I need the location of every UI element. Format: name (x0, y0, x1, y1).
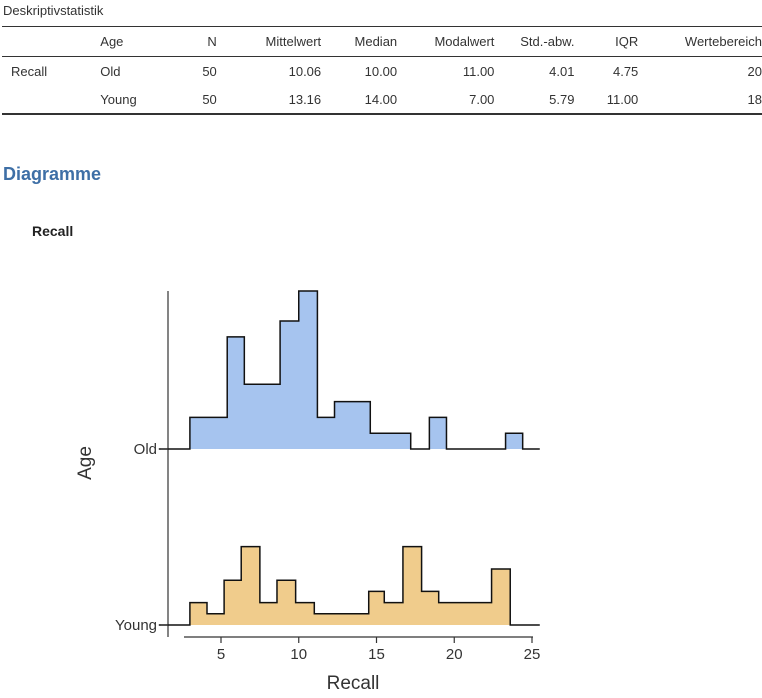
cell-age: Young (100, 91, 137, 107)
cell-iqr: 11.00 (606, 91, 639, 107)
x-axis-title: Recall (327, 673, 380, 694)
cell-median: 10.00 (364, 63, 398, 79)
cell-iqr: 4.75 (612, 63, 639, 79)
y-tick-label-old: Old (134, 441, 157, 458)
table-row: Young 50 13.16 14.00 7.00 5.79 11.00 18 (2, 85, 762, 114)
descriptives-table: Age N Mittelwert Median Modalwert Std.-a… (2, 26, 762, 115)
y-tick-label-young: Young (115, 617, 157, 634)
cell-wertebereich: 20 (747, 63, 762, 79)
header-iqr: IQR (615, 34, 639, 49)
series-young-outline (158, 545, 540, 626)
y-axis-title: Age (75, 446, 96, 480)
x-tick-label: 15 (368, 646, 385, 663)
cell-n: 50 (202, 91, 217, 107)
header-age: Age (100, 34, 124, 49)
table-title: Deskriptivstatistik (3, 3, 104, 18)
x-tick-label: 10 (290, 646, 307, 663)
x-tick-label: 20 (446, 646, 463, 663)
table-row: Recall Old 50 10.06 10.00 11.00 4.01 4.7… (2, 57, 762, 86)
cell-mittelwert: 13.16 (288, 91, 322, 107)
section-heading: Diagramme (3, 164, 102, 184)
cell-std-abw: 5.79 (549, 91, 575, 107)
header-std-abw: Std.-abw. (520, 34, 575, 49)
cell-wertebereich: 18 (747, 91, 762, 107)
cell-n: 50 (202, 63, 217, 79)
table-header-row: Age N Mittelwert Median Modalwert Std.-a… (2, 26, 762, 57)
series-old-area (158, 291, 540, 449)
series-young-area (158, 546, 540, 625)
x-tick-label: 25 (524, 646, 541, 663)
cell-median: 14.00 (364, 91, 398, 107)
cell-mittelwert: 10.06 (288, 63, 322, 79)
cell-std-abw: 4.01 (549, 63, 575, 79)
plot-title: Recall (32, 223, 74, 239)
x-tick-label: 5 (217, 646, 225, 663)
cell-age: Old (100, 63, 121, 79)
header-median: Median (354, 34, 398, 49)
cell-modalwert: 11.00 (462, 63, 495, 79)
header-wertebereich: Wertebereich (684, 34, 762, 49)
cell-modalwert: 7.00 (469, 91, 495, 107)
header-modalwert: Modalwert (434, 34, 495, 49)
header-n: N (207, 34, 217, 49)
series-old-outline (158, 290, 540, 450)
header-mittelwert: Mittelwert (265, 34, 322, 49)
cell-variable: Recall (11, 63, 48, 79)
